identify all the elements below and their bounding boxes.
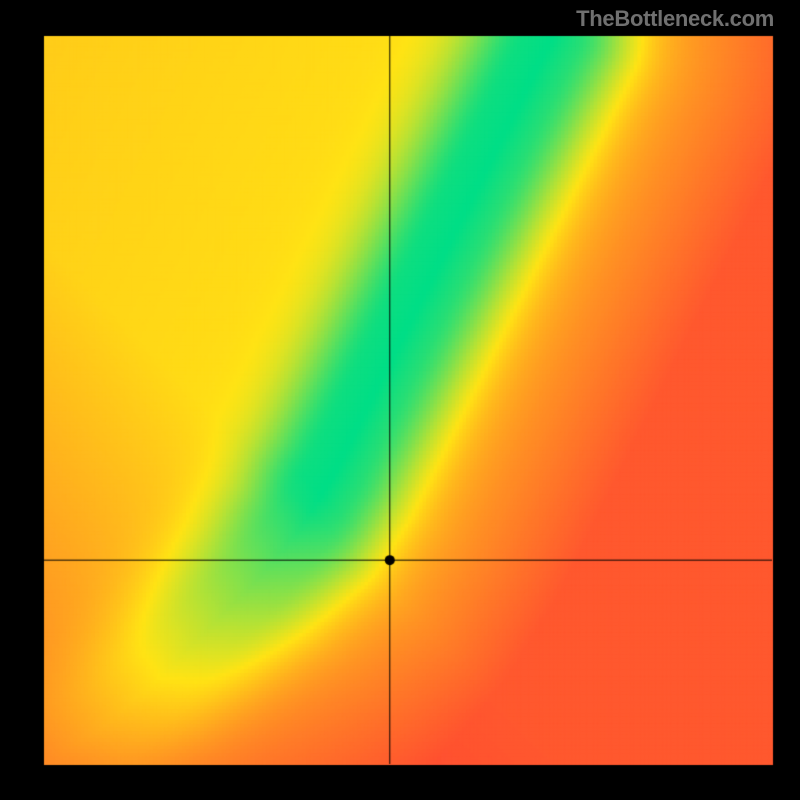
watermark-text: TheBottleneck.com — [576, 6, 774, 32]
bottleneck-heatmap — [0, 0, 800, 800]
